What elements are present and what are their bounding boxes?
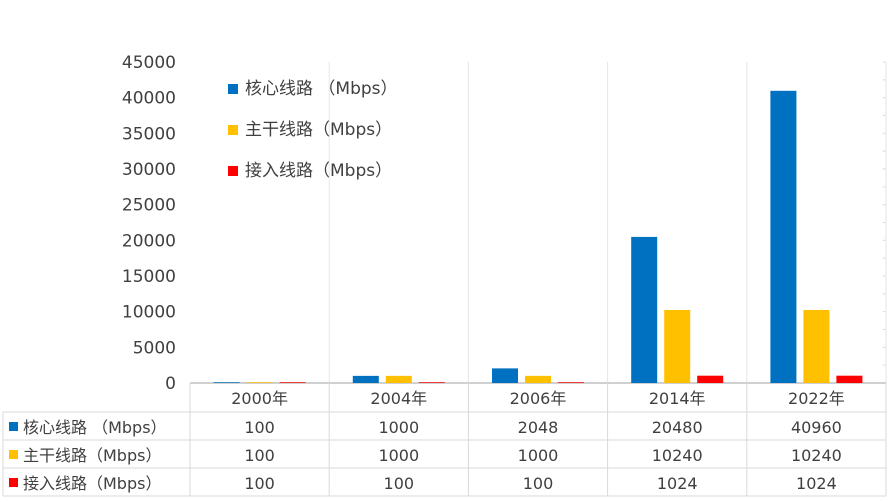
bar [385,375,412,383]
y-tick-label: 10000 [122,303,176,323]
y-tick-label: 15000 [122,267,176,287]
bar [246,382,273,383]
y-tick-label: 25000 [122,196,176,216]
y-tick-label: 5000 [133,338,176,358]
table-cell: 2048 [518,418,559,437]
y-axis: 0 5000 10000 15000 20000 25000 30000 35000 40000… [122,53,176,394]
table-legend-key [9,422,18,431]
legend-swatch [228,125,238,135]
table-cell: 100 [244,474,275,493]
table-cell: 100 [244,418,275,437]
bar [664,309,691,383]
legend-label: 接入线路（Mbps） [245,161,392,181]
table-cell: 100 [244,446,275,465]
table-cell: 100 [523,474,554,493]
table-cell: 10240 [652,446,703,465]
legend-label: 主干线路（Mbps） [245,120,392,140]
y-tick-label: 40000 [122,89,176,109]
table-series-label: 接入线路（Mbps） [23,474,161,493]
bar-series [213,90,863,383]
legend: 核心线路 （Mbps） 主干线路（Mbps） 接入线路（Mbps） [228,79,398,181]
y-tick-label: 35000 [122,124,176,144]
table-cell: 1024 [657,474,698,493]
bar [770,90,797,383]
bar [279,382,306,383]
x-tick-label: 2022年 [788,389,845,408]
table-cell: 10240 [791,446,842,465]
table-cell: 1000 [378,446,419,465]
bar [558,382,584,383]
legend-label: 核心线路 （Mbps） [245,79,398,99]
table-cell: 40960 [791,418,842,437]
table-series-label: 核心线路 （Mbps） [23,418,167,437]
bar [836,375,863,383]
bar [492,368,518,383]
table-cell: 100 [384,474,415,493]
table-series-label: 主干线路（Mbps） [23,446,161,465]
x-tick-label: 2014年 [649,389,706,408]
bar [352,375,379,383]
table-legend-key [9,450,18,459]
bar [803,309,830,383]
bar [631,236,658,383]
y-tick-label: 0 [165,374,176,394]
table-cell: 20480 [652,418,703,437]
x-tick-label: 2006年 [510,389,567,408]
table-cell: 1024 [796,474,837,493]
x-tick-label: 2000年 [231,389,288,408]
table-cell: 1000 [518,446,559,465]
legend-swatch [228,166,238,176]
y-tick-label: 45000 [122,53,176,73]
table-cell: 1000 [378,418,419,437]
legend-swatch [228,84,238,94]
y-tick-label: 20000 [122,231,176,251]
x-tick-label: 2004年 [370,389,427,408]
bar [697,375,724,383]
y-tick-label: 30000 [122,160,176,180]
bar [213,382,240,383]
bar [525,375,551,383]
table-legend-key [9,478,18,487]
bar [418,382,445,383]
